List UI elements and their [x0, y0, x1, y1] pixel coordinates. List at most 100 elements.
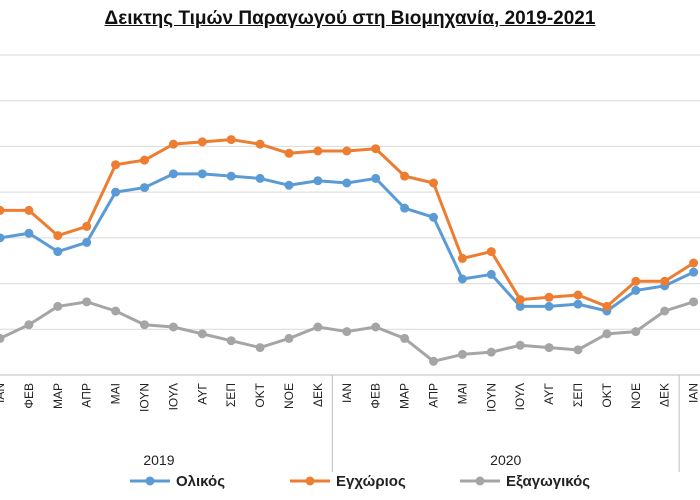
- x-tick-label: ΙΑΝ: [687, 383, 700, 403]
- data-point: [197, 169, 207, 179]
- data-point: [573, 345, 583, 355]
- x-tick-label: ΦΕΒ: [369, 383, 383, 409]
- x-tick-label: ΣΕΠ: [571, 383, 585, 407]
- data-point: [255, 139, 265, 149]
- x-tick-label: ΦΕΒ: [22, 383, 36, 409]
- x-tick-label: ΔΕΚ: [311, 383, 325, 407]
- data-point: [371, 322, 381, 332]
- data-point: [689, 297, 699, 307]
- data-point: [168, 169, 178, 179]
- x-tick-label: ΝΟΕ: [282, 383, 296, 409]
- x-tick-label: ΜΑΡ: [51, 383, 65, 409]
- data-point: [226, 171, 236, 181]
- data-point: [313, 176, 323, 186]
- data-point: [111, 306, 121, 316]
- series-line: [0, 172, 695, 313]
- x-tick-label: ΙΟΥΛ: [513, 383, 527, 410]
- x-tick-label: ΣΕΠ: [224, 383, 238, 407]
- data-point: [631, 276, 641, 286]
- legend-label: Εγχώριος: [336, 473, 406, 490]
- chart-title: Δεικτης Τιμών Παραγωγού στη Βιομηχανία, …: [104, 8, 596, 29]
- data-point: [24, 205, 34, 215]
- data-point: [400, 333, 410, 343]
- series-layer: [0, 135, 699, 366]
- legend-marker: [475, 476, 485, 486]
- data-point: [371, 173, 381, 183]
- data-point: [284, 148, 294, 158]
- legend-item: Εξαγωγικός: [460, 473, 590, 490]
- data-point: [0, 333, 5, 343]
- data-point: [226, 135, 236, 145]
- series-Εγχώριος: [0, 135, 699, 311]
- legend-marker: [305, 476, 315, 486]
- data-point: [82, 297, 92, 307]
- x-tick-label: ΜΑΙ: [455, 383, 469, 404]
- data-point: [197, 137, 207, 147]
- data-point: [53, 301, 63, 311]
- data-point: [168, 139, 178, 149]
- data-point: [544, 301, 554, 311]
- x-tick-label: ΟΚΤ: [600, 382, 614, 407]
- data-point: [515, 301, 525, 311]
- data-point: [400, 171, 410, 181]
- legend: Ολικός Εγχώριος Εξαγωγικός: [130, 473, 590, 490]
- x-tick-label: ΙΟΥΝ: [138, 383, 152, 412]
- x-tick-label: ΝΟΕ: [629, 383, 643, 409]
- data-point: [53, 231, 63, 241]
- data-point: [0, 205, 5, 215]
- data-point: [313, 146, 323, 156]
- x-tick-label: ΙΑΝ: [0, 383, 7, 403]
- data-point: [24, 320, 34, 330]
- data-point: [573, 290, 583, 300]
- x-tick-label: ΑΠΡ: [80, 383, 94, 408]
- data-point: [515, 340, 525, 350]
- data-point: [24, 228, 34, 238]
- data-point: [400, 203, 410, 213]
- data-point: [457, 274, 467, 284]
- data-point: [0, 233, 5, 243]
- data-point: [140, 155, 149, 165]
- data-point: [82, 221, 92, 231]
- data-point: [342, 146, 352, 156]
- data-point: [140, 183, 149, 193]
- series-Ολικός: [0, 169, 699, 316]
- data-point: [515, 295, 525, 305]
- legend-marker: [145, 476, 155, 486]
- legend-label: Ολικός: [176, 473, 225, 490]
- data-point: [631, 285, 641, 295]
- x-tick-label: ΙΟΥΝ: [484, 383, 498, 412]
- data-point: [255, 173, 265, 183]
- series-line: [0, 138, 695, 308]
- data-point: [284, 180, 294, 190]
- data-point: [486, 269, 496, 279]
- x-tick-label: ΟΚΤ: [253, 382, 267, 407]
- data-point: [544, 292, 554, 302]
- data-point: [457, 253, 467, 263]
- data-point: [429, 356, 438, 366]
- year-label: 2020: [490, 452, 521, 468]
- x-tick-label: ΑΠΡ: [427, 383, 441, 408]
- x-axis: ΙΑΝ ΦΕΒ ΜΑΡ ΑΠΡ ΜΑΙ ΙΟΥΝ ΙΟΥΛ ΑΥΓ ΣΕΠ ΟΚΤ ΝΟΕ ΔΕΚ ΙΑ…: [0, 374, 700, 472]
- data-point: [82, 237, 92, 247]
- data-point: [342, 327, 352, 337]
- legend-label: Εξαγωγικός: [506, 473, 590, 490]
- data-point: [255, 343, 265, 353]
- data-point: [631, 327, 641, 337]
- data-point: [168, 322, 178, 332]
- data-point: [111, 160, 121, 170]
- data-point: [457, 349, 467, 359]
- data-point: [602, 301, 612, 311]
- data-point: [573, 299, 583, 309]
- data-point: [371, 144, 381, 154]
- x-tick-label: ΙΑΝ: [340, 383, 354, 403]
- data-point: [313, 322, 323, 332]
- data-point: [53, 247, 63, 257]
- data-point: [429, 212, 438, 222]
- gridlines: [0, 54, 700, 330]
- data-point: [284, 333, 294, 343]
- x-tick-label: ΙΟΥΛ: [166, 383, 180, 410]
- x-tick-label: ΑΥΓ: [542, 383, 556, 405]
- legend-item: Εγχώριος: [290, 473, 406, 490]
- data-point: [226, 336, 236, 346]
